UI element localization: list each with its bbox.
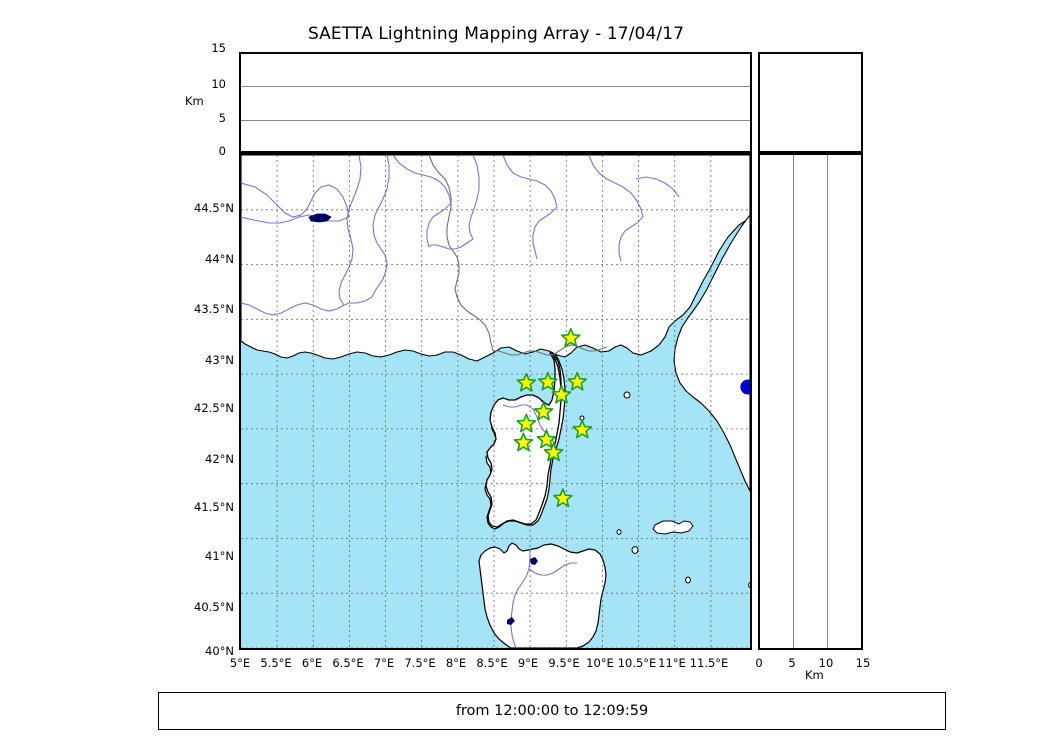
tick-lat-43.5: 43.5°N <box>194 302 234 316</box>
islet-6 <box>579 415 585 421</box>
coastline-sardinia <box>478 542 607 648</box>
tick-lon-9.5: 9.5°E <box>548 656 580 670</box>
tick-lon-6: 6°E <box>301 656 323 670</box>
tick-lat-40: 40°N <box>205 644 234 658</box>
tick-lon-7: 7°E <box>373 656 395 670</box>
station-marker[interactable] <box>513 432 534 452</box>
gridline-top-5 <box>241 119 750 121</box>
tick-lon-8.5: 8.5°E <box>476 656 508 670</box>
lake-1 <box>308 213 332 223</box>
time-range-box: from 12:00:00 to 12:09:59 <box>158 692 946 730</box>
page-title: SAETTA Lightning Mapping Array - 17/04/1… <box>307 24 685 44</box>
coastline-mainland-europe <box>241 155 750 362</box>
tick-lat-40.5: 40.5°N <box>194 600 234 614</box>
gridline-right-5 <box>793 155 795 648</box>
tick-lat-43: 43°N <box>205 353 234 367</box>
coastline-elba <box>652 520 694 535</box>
coastline-italy-west <box>673 214 750 492</box>
tick-right-15: 15 <box>855 656 871 670</box>
tick-lon-10.5: 10.5°E <box>617 656 657 670</box>
axis-label-km-right: Km <box>805 668 824 682</box>
station-marker[interactable] <box>533 401 554 421</box>
station-marker[interactable] <box>560 327 581 347</box>
tick-right-10: 10 <box>818 656 834 670</box>
station-marker[interactable] <box>553 488 573 508</box>
lake-sardinia-1 <box>530 557 538 565</box>
tick-lat-41.5: 41.5°N <box>194 500 234 514</box>
station-marker[interactable] <box>536 429 557 449</box>
tick-lon-5.5: 5.5°E <box>260 656 292 670</box>
tick-top-10: 10 <box>211 77 226 91</box>
height-panel-corner <box>758 52 863 153</box>
station-marker[interactable] <box>516 413 537 433</box>
islet-2 <box>685 576 691 584</box>
station-markers-layer[interactable] <box>513 327 593 508</box>
tick-lon-6.5: 6.5°E <box>332 656 364 670</box>
station-marker[interactable] <box>551 384 572 404</box>
source-markers-layer[interactable] <box>740 379 750 395</box>
islet-5 <box>623 391 631 399</box>
tick-lat-42.5: 42.5°N <box>194 401 234 415</box>
tick-lon-8: 8°E <box>445 656 467 670</box>
station-marker[interactable] <box>538 371 558 391</box>
axis-label-km-top: Km <box>185 94 204 108</box>
islet-1 <box>631 546 639 554</box>
map-canvas <box>241 155 750 648</box>
tick-top-15: 15 <box>211 41 226 55</box>
lake-sardinia-2 <box>507 617 515 625</box>
tick-lat-44: 44°N <box>205 252 234 266</box>
tick-top-5: 5 <box>218 111 226 125</box>
islet-4 <box>616 529 622 535</box>
tick-lon-9: 9°E <box>517 656 539 670</box>
station-marker[interactable] <box>572 419 593 439</box>
islet-3 <box>748 581 750 589</box>
tick-lon-11: 11°E <box>658 656 686 670</box>
tick-lon-11.5: 11.5°E <box>689 656 729 670</box>
height-panel-right <box>758 153 863 650</box>
gridline-top-10 <box>241 86 750 88</box>
time-range-text: from 12:00:00 to 12:09:59 <box>455 703 649 719</box>
map-svg <box>241 155 750 648</box>
station-marker[interactable] <box>543 442 564 462</box>
tick-lat-41: 41°N <box>205 549 234 563</box>
tick-lat-44.5: 44.5°N <box>194 201 234 215</box>
tick-lat-42: 42°N <box>205 452 234 466</box>
tick-top-0: 0 <box>218 144 226 158</box>
lightning-source-marker[interactable] <box>740 379 750 395</box>
gridline-right-10 <box>827 155 828 648</box>
tick-right-5: 5 <box>788 656 796 670</box>
station-marker[interactable] <box>567 371 588 391</box>
tick-right-0: 0 <box>755 656 763 670</box>
map-panel[interactable] <box>239 153 752 650</box>
height-panel-top <box>239 52 752 153</box>
tick-lon-10: 10°E <box>586 656 614 670</box>
tick-lon-5: 5°E <box>229 656 251 670</box>
tick-lon-7.5: 7.5°E <box>404 656 436 670</box>
station-marker[interactable] <box>516 372 537 392</box>
